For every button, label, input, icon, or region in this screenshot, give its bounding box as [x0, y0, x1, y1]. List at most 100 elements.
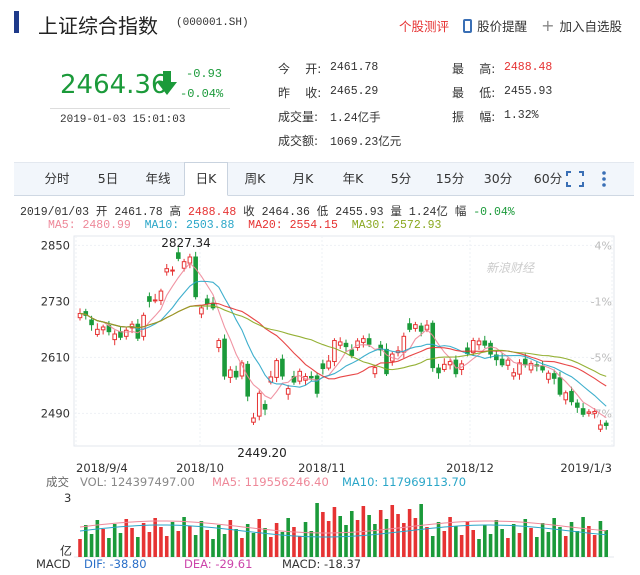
ma30-legend: MA30: 2572.93 — [351, 219, 442, 232]
tab-9[interactable]: 30分 — [483, 171, 513, 186]
quote-label: 今 开: — [278, 62, 322, 76]
macd-value: MACD: -18.37 — [282, 557, 361, 571]
tab-7[interactable]: 5分 — [390, 171, 412, 186]
ohlc-open-label: 开 — [95, 206, 108, 219]
candle-body — [285, 388, 291, 395]
candle-body — [586, 411, 592, 414]
ma10-line — [79, 280, 607, 407]
tab-5[interactable]: 月K — [292, 171, 314, 186]
tab-4[interactable]: 周K — [244, 171, 266, 186]
volume-bar — [182, 517, 186, 557]
candle-body — [83, 311, 89, 316]
tab-2[interactable]: 年线 — [145, 171, 171, 186]
candle-body — [505, 359, 511, 366]
more-icon[interactable] — [600, 170, 608, 188]
volume-bar — [141, 523, 146, 557]
volume-bar — [563, 536, 568, 557]
candle-body — [603, 422, 609, 426]
candle-body — [216, 340, 222, 349]
volume-bar — [292, 527, 296, 557]
volume-bar — [373, 524, 377, 557]
add-watchlist-button[interactable]: + 加入自选股 — [541, 16, 622, 35]
volume-bar — [517, 533, 522, 557]
tab-0[interactable]: 分时 — [44, 171, 70, 186]
volume-bar — [315, 503, 319, 557]
price-alert-button[interactable]: 股价提醒 — [463, 16, 527, 35]
tab-6[interactable]: 年K — [342, 171, 364, 186]
candle-body — [233, 370, 239, 378]
volume-bar — [598, 521, 603, 557]
macd-label: MACD — [36, 557, 71, 571]
x-tick-label: 2018/11 — [298, 461, 346, 475]
fullscreen-icon[interactable] — [566, 171, 584, 187]
candle-body — [511, 372, 516, 377]
pct-tick-label: 4% — [595, 239, 612, 252]
tab-10[interactable]: 60分 — [533, 171, 563, 186]
volume-bar — [402, 523, 406, 557]
candle-body — [152, 299, 158, 302]
volume-bar — [280, 532, 285, 557]
candle-body — [314, 375, 320, 394]
volume-bar — [326, 521, 331, 557]
volume-bar — [430, 536, 435, 557]
volume-bar — [95, 520, 100, 557]
volume-axis-bottom: 亿 — [60, 543, 72, 558]
candle-body — [557, 377, 563, 395]
candle-body — [135, 323, 141, 339]
current-price: 2464.36 — [60, 70, 168, 100]
candle-body — [309, 375, 314, 379]
tab-8[interactable]: 15分 — [435, 171, 465, 186]
volume-vol: VOL: 124397497.00 — [80, 475, 195, 489]
candle-body — [569, 390, 574, 403]
candle-body — [361, 338, 366, 343]
volume-bar — [107, 538, 111, 557]
ohlc-vol-label: 量 — [390, 206, 402, 219]
volume-bar — [321, 512, 325, 557]
tab-1[interactable]: 5日 — [97, 171, 119, 186]
candle-body — [228, 369, 233, 378]
plus-icon: + — [541, 15, 555, 35]
ma5-line — [79, 262, 607, 419]
candle-body — [540, 365, 545, 371]
candle-body — [274, 360, 279, 378]
candle-body — [129, 323, 135, 329]
volume-bar — [604, 530, 609, 557]
add-watchlist-label: 加入自选股 — [559, 19, 622, 34]
ohlc-amp-label: 幅 — [454, 206, 467, 219]
x-tick-label: 2018/12 — [446, 461, 494, 475]
volume-bar — [425, 527, 429, 557]
volume-bar — [136, 537, 140, 557]
candle-body — [326, 360, 331, 369]
volume-bar — [540, 523, 545, 557]
candle-body — [199, 307, 204, 315]
volume-bar — [396, 514, 400, 557]
stock-review-link[interactable]: 个股测评 — [399, 19, 450, 34]
volume-bar — [384, 519, 389, 557]
quote-value: 1069.23亿元 — [330, 136, 402, 149]
volume-bar — [552, 518, 556, 557]
volume-bar — [390, 505, 395, 557]
x-tick-label: 2019/1/3 — [560, 461, 612, 475]
volume-bar — [482, 525, 487, 557]
quote-label: 昨 收: — [278, 86, 322, 100]
volume-bar — [286, 518, 290, 557]
candle-body — [355, 340, 360, 349]
ohlc-vol: 1.24亿 — [408, 206, 448, 219]
volume-bar — [477, 539, 481, 557]
high-annotation: 2827.34 — [161, 236, 211, 250]
volume-bar — [587, 526, 591, 557]
volume-axis-top: 3 — [64, 491, 71, 505]
y-tick-label: 2730 — [41, 294, 70, 308]
tab-3[interactable]: 日K — [184, 162, 228, 196]
volume-bar — [153, 518, 157, 557]
ma20-legend: MA20: 2554.15 — [248, 219, 338, 232]
candle-body — [349, 349, 355, 356]
volume-bar — [112, 524, 117, 557]
candle-body — [245, 363, 250, 397]
candle-body — [222, 338, 227, 377]
candle-body — [95, 328, 100, 335]
volume-bar — [257, 519, 262, 557]
volume-bar — [355, 520, 360, 557]
candle-body — [447, 361, 453, 366]
